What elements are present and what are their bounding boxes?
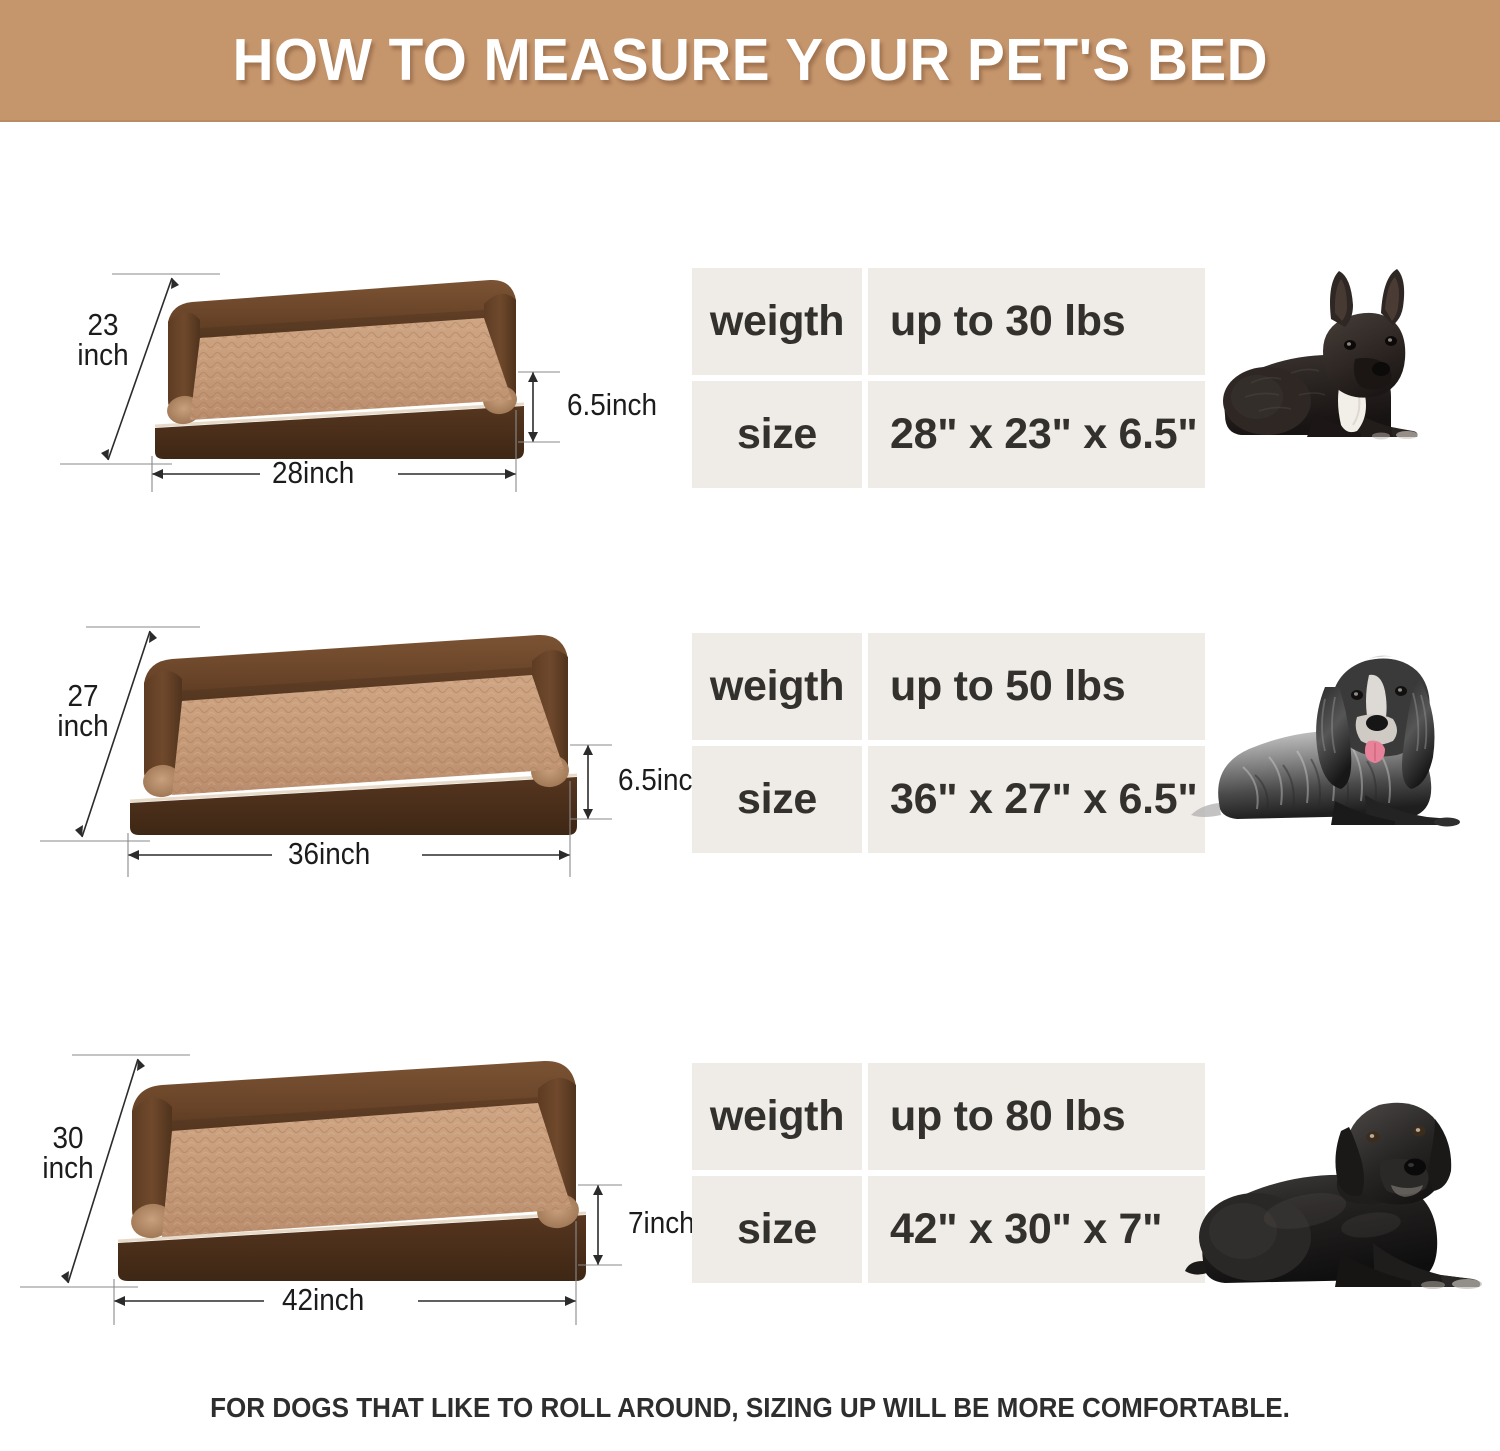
height-dimension-label-small: 6.5inch [567, 387, 657, 422]
size-key-cell: size [692, 381, 862, 488]
column-gap [862, 1063, 868, 1170]
bed-diagram-small: 23 inch 28inch 6.5inch [60, 260, 680, 500]
bed-illustration-medium [40, 626, 612, 877]
column-gap [862, 633, 868, 740]
cross-gap [862, 740, 868, 746]
size-value-cell: 36" x 27" x 6.5" [868, 746, 1205, 853]
column-gap [862, 268, 868, 375]
depth-dimension-label-medium: 27 inch [44, 678, 121, 744]
spec-table-medium: weigth up to 50 lbs size 36" x 27" x 6.5… [692, 633, 1205, 853]
weight-value-cell: up to 30 lbs [868, 268, 1205, 375]
dog-photo-black-labrador [1185, 1075, 1500, 1315]
weight-value-cell: up to 80 lbs [868, 1063, 1205, 1170]
bed-diagram-large: 30 inch 42inch 7inch [20, 1045, 720, 1330]
size-row-large: 30 inch 42inch 7inch weigth up to 80 lbs… [0, 1045, 1500, 1330]
column-gap [862, 746, 868, 853]
page-title: HOW TO MEASURE YOUR PET'S BED [232, 27, 1268, 93]
spec-table-large: weigth up to 80 lbs size 42" x 30" x 7" [692, 1063, 1205, 1283]
dog-photo-cocker-spaniel [1185, 625, 1495, 850]
bed-illustration-small [60, 273, 560, 492]
bed-illustration-large [20, 1054, 622, 1325]
cross-gap [862, 375, 868, 381]
row-gap [692, 1170, 862, 1176]
depth-value: 23 [87, 307, 119, 342]
size-value-cell: 42" x 30" x 7" [868, 1176, 1205, 1283]
size-row-small: 23 inch 28inch 6.5inch weigth up to 30 l… [0, 250, 1500, 500]
footer-note: FOR DOGS THAT LIKE TO ROLL AROUND, SIZIN… [210, 1392, 1290, 1423]
row-gap [692, 740, 862, 746]
weight-key-cell: weigth [692, 633, 862, 740]
size-row-medium: 27 inch 36inch 6.5inch weigth up to 50 l… [0, 615, 1500, 885]
row-gap [868, 375, 1205, 381]
size-key-cell: size [692, 1176, 862, 1283]
cocker-spaniel-illustration [1191, 655, 1460, 827]
dog-photo-french-bulldog [1195, 255, 1485, 475]
depth-value: 27 [67, 678, 99, 713]
cross-gap [862, 1170, 868, 1176]
depth-unit: inch [57, 708, 109, 744]
width-dimension-label-medium: 36inch [288, 836, 371, 871]
spec-table-small: weigth up to 30 lbs size 28" x 23" x 6.5… [692, 268, 1205, 488]
weight-value-cell: up to 50 lbs [868, 633, 1205, 740]
header-banner: HOW TO MEASURE YOUR PET'S BED [0, 0, 1500, 122]
size-value-cell: 28" x 23" x 6.5" [868, 381, 1205, 488]
depth-unit: inch [42, 1150, 94, 1186]
weight-key-cell: weigth [692, 1063, 862, 1170]
french-bulldog-illustration [1223, 269, 1418, 440]
depth-dimension-label-large: 30 inch [25, 1120, 111, 1186]
depth-dimension-label-small: 23 inch [64, 307, 141, 373]
row-gap [868, 1170, 1205, 1176]
row-gap [868, 740, 1205, 746]
width-dimension-label-small: 28inch [272, 455, 355, 490]
column-gap [862, 1176, 868, 1283]
height-dimension-label-large: 7inch [628, 1205, 695, 1240]
depth-value: 30 [52, 1120, 84, 1155]
width-dimension-label-large: 42inch [282, 1282, 365, 1317]
black-labrador-illustration [1185, 1102, 1482, 1289]
size-key-cell: size [692, 746, 862, 853]
depth-unit: inch [77, 337, 129, 373]
weight-key-cell: weigth [692, 268, 862, 375]
row-gap [692, 375, 862, 381]
bed-diagram-medium: 27 inch 36inch 6.5inch [40, 615, 720, 885]
column-gap [862, 381, 868, 488]
